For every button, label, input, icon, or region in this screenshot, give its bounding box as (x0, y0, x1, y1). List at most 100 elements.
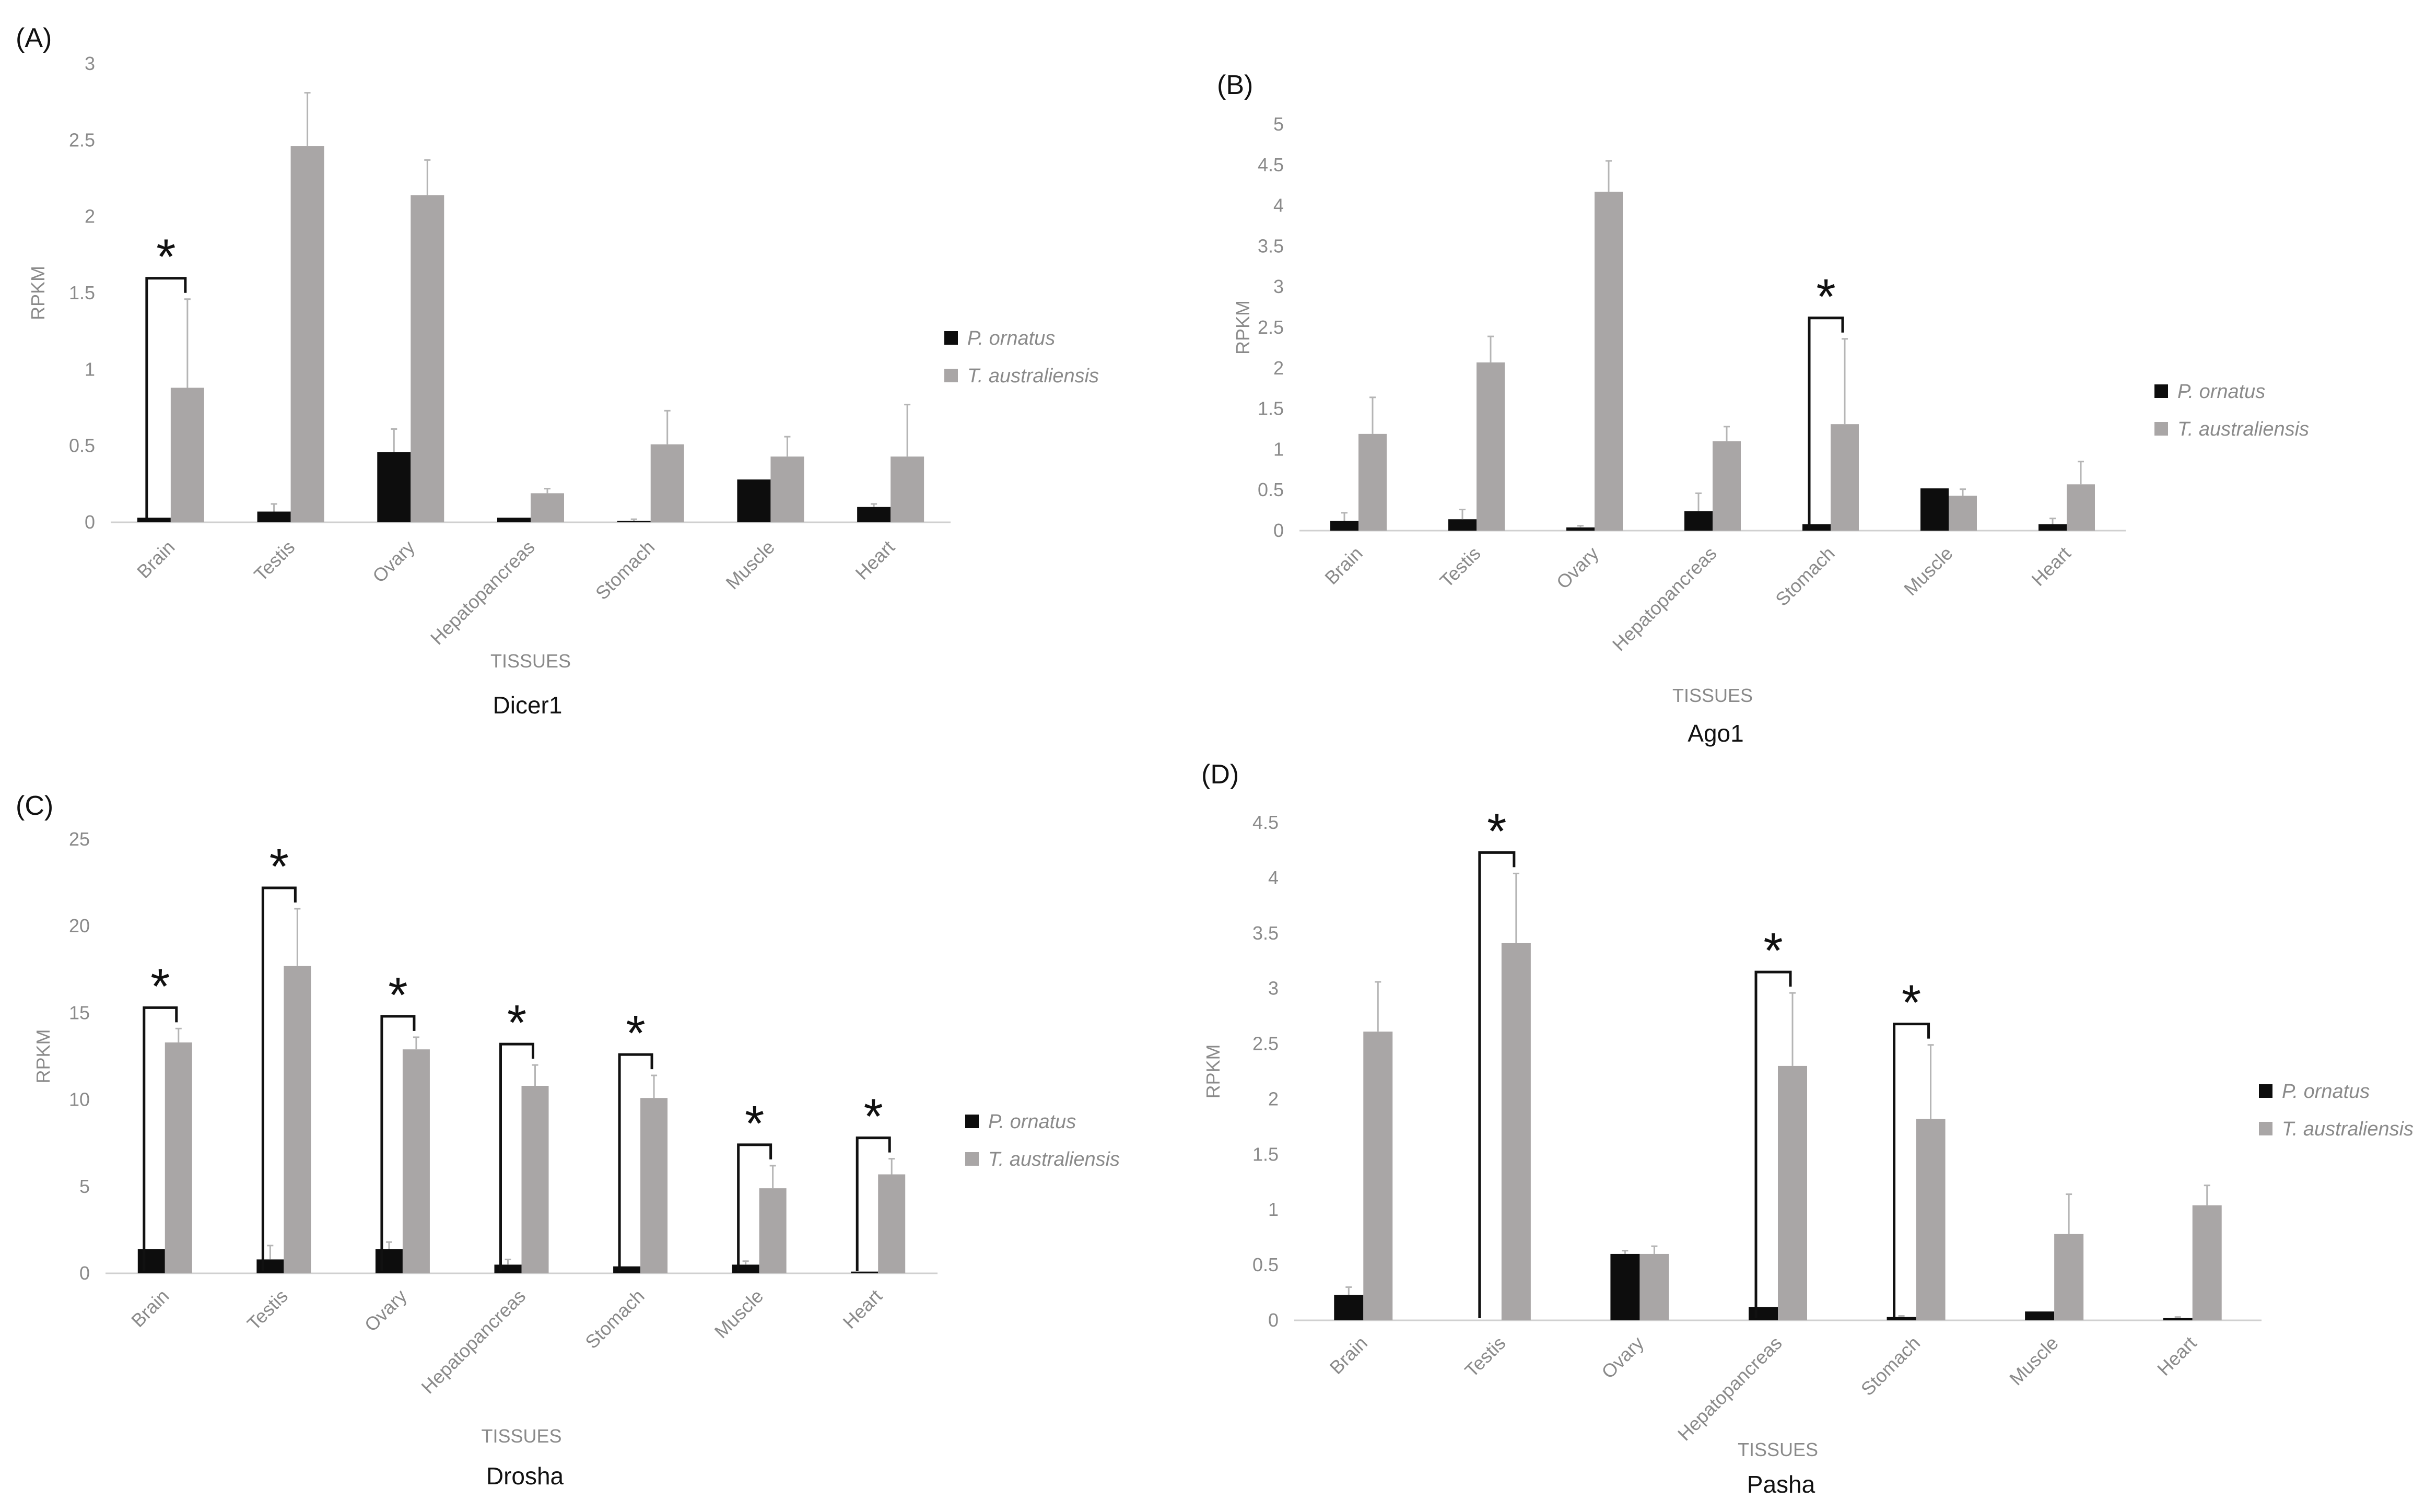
bar-t-australiensis-testis (1477, 362, 1505, 531)
legend-swatch (2154, 384, 2168, 398)
category-label: Brain (1326, 1332, 1372, 1378)
y-tick-label: 0 (79, 1262, 90, 1284)
y-tick-label: 2 (85, 206, 95, 227)
legend-swatch (2259, 1084, 2272, 1098)
bar-p-ornatus-muscle (732, 1264, 759, 1273)
legend-label: T. australiensis (2177, 418, 2309, 440)
significance-star: * (1763, 923, 1783, 979)
y-tick-label: 5 (79, 1176, 90, 1197)
x-axis-title: TISSUES (1738, 1439, 1818, 1460)
y-tick-label: 3 (1273, 276, 1284, 297)
y-tick-label: 1 (1268, 1199, 1279, 1220)
panel-letter: (B) (1217, 70, 1253, 100)
bar-t-australiensis-ovary (1639, 1253, 1669, 1320)
panel-letter: (D) (1201, 759, 1239, 790)
bar-p-ornatus-ovary (1566, 527, 1595, 531)
y-axis-title: RPKM (32, 1029, 54, 1083)
chart-title: Pasha (1747, 1471, 1815, 1498)
y-tick-label: 1 (85, 358, 95, 380)
category-label: Muscle (2005, 1332, 2063, 1390)
bar-t-australiensis-hepatopancreas (1778, 1065, 1807, 1320)
significance-star: * (1487, 803, 1506, 859)
bar-p-ornatus-brain (137, 518, 171, 522)
significance-bracket (737, 1143, 772, 1271)
y-tick-label: 0.5 (1252, 1254, 1279, 1275)
legend-swatch (2259, 1122, 2272, 1135)
significance-star: * (156, 229, 175, 285)
y-axis-title: RPKM (27, 266, 49, 320)
legend-swatch (965, 1152, 979, 1166)
y-tick-label: 25 (69, 828, 90, 850)
significance-star: * (507, 995, 526, 1051)
significance-bracket (1893, 1023, 1930, 1318)
bar-p-ornatus-stomach (1802, 524, 1831, 531)
bar-t-australiensis-hepatopancreas (521, 1086, 549, 1273)
y-tick-label: 3.5 (1258, 235, 1284, 256)
panel-ago1: (B) 0 0.5 1 1.5 2 2.5 3 3.5 4 4.5 5 RPKM TISSUES Ago1 B… (1217, 70, 2309, 747)
bar-p-ornatus-muscle (2025, 1311, 2055, 1320)
y-tick-label: 1.5 (1258, 398, 1284, 419)
significance-star: * (1816, 269, 1835, 325)
bar-t-australiensis-testis (284, 966, 311, 1273)
category-label: Hepatopancreas (426, 536, 539, 649)
significance-bracket (1754, 970, 1792, 1318)
category-label: Muscle (710, 1285, 768, 1343)
y-tick-label: 4.5 (1258, 154, 1284, 175)
y-tick-label: 4.5 (1252, 812, 1279, 833)
significance-star: * (388, 967, 407, 1023)
bar-t-australiensis-stomach (650, 444, 684, 522)
y-tick-label: 0.5 (69, 435, 95, 456)
legend-swatch (965, 1115, 979, 1128)
y-tick-label: 0.5 (1258, 479, 1284, 500)
bar-p-ornatus-heart (2039, 524, 2067, 531)
legend-label: P. ornatus (2177, 381, 2265, 403)
legend-swatch (2154, 422, 2168, 436)
legend-swatch (944, 369, 958, 382)
significance-bracket (856, 1136, 891, 1271)
category-label: Muscle (721, 536, 779, 594)
significance-bracket (145, 277, 187, 520)
bar-t-australiensis-muscle (759, 1188, 787, 1273)
category-label: Hepatopancreas (1608, 543, 1721, 655)
chart-title: Dicer1 (493, 691, 563, 719)
bar-t-australiensis-brain (1363, 1032, 1393, 1320)
bar-t-australiensis-brain (165, 1042, 192, 1273)
chart-title: Ago1 (1688, 720, 1743, 747)
bar-t-australiensis-ovary (402, 1049, 430, 1273)
category-label: Ovary (1597, 1332, 1648, 1383)
bar-t-australiensis-muscle (2054, 1234, 2084, 1320)
significance-star: * (270, 839, 289, 895)
bar-p-ornatus-hepatopancreas (494, 1264, 522, 1273)
bar-p-ornatus-brain (137, 1249, 165, 1273)
bar-p-ornatus-testis (1448, 519, 1477, 531)
significance-star: * (864, 1089, 883, 1145)
y-axis-title: RPKM (1202, 1044, 1224, 1098)
legend-label: P. ornatus (2282, 1081, 2370, 1103)
category-label: Heart (851, 536, 899, 584)
significance-bracket (618, 1053, 653, 1271)
x-axis-title: TISSUES (1672, 685, 1753, 706)
y-tick-label: 2.5 (1258, 317, 1284, 338)
legend-label: P. ornatus (988, 1111, 1076, 1133)
y-tick-label: 3 (85, 53, 95, 74)
category-label: Testis (250, 536, 299, 585)
bar-t-australiensis-heart (891, 456, 924, 522)
bar-p-ornatus-heart (2163, 1318, 2193, 1320)
category-label: Heart (2153, 1332, 2200, 1380)
bar-t-australiensis-heart (878, 1174, 906, 1273)
significance-star: * (745, 1096, 764, 1152)
y-tick-label: 10 (69, 1089, 90, 1110)
category-label: Brain (127, 1285, 173, 1331)
y-tick-label: 15 (69, 1002, 90, 1023)
bar-p-ornatus-ovary (377, 452, 411, 522)
y-tick-label: 1.5 (1252, 1143, 1279, 1165)
bar-p-ornatus-stomach (1887, 1317, 1916, 1320)
significance-bracket (499, 1042, 534, 1271)
legend-label: T. australiensis (2282, 1118, 2414, 1140)
bar-p-ornatus-hepatopancreas (1684, 511, 1713, 531)
legend-label: T. australiensis (988, 1148, 1120, 1170)
category-label: Stomach (1857, 1332, 1924, 1400)
category-label: Hepatopancreas (417, 1285, 530, 1398)
bar-p-ornatus-hepatopancreas (497, 518, 531, 522)
